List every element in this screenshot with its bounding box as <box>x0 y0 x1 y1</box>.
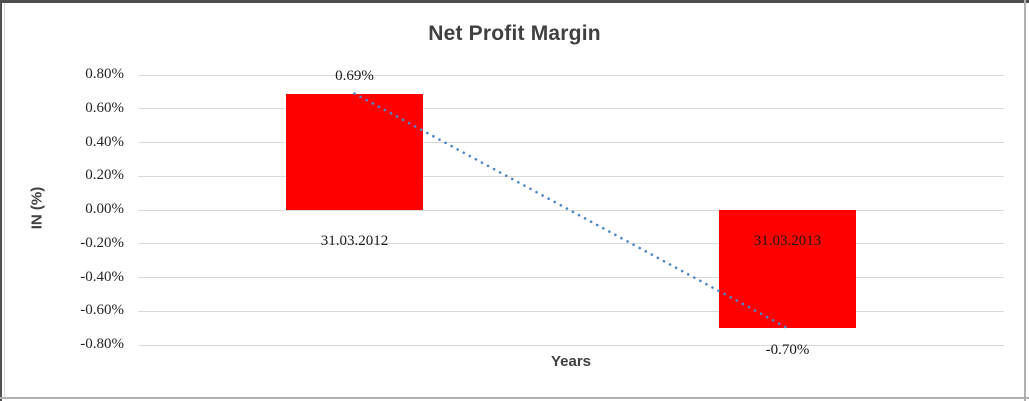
y-tick-label: -0.80% <box>80 336 124 352</box>
y-tick-label: -0.60% <box>80 302 124 319</box>
frame-right-border <box>1024 0 1026 401</box>
chart-area-left-border <box>4 3 5 397</box>
data-label: 0.69% <box>335 67 374 84</box>
y-tick-label: 0.20% <box>85 167 124 184</box>
gridline <box>138 344 1004 346</box>
y-tick-label: 0.60% <box>85 99 124 116</box>
y-tick-label: -0.20% <box>80 234 124 251</box>
category-label: 31.03.2012 <box>320 233 389 249</box>
bar-31.03.2012 <box>286 93 423 210</box>
gridline <box>138 108 1004 110</box>
gridline <box>138 310 1004 312</box>
data-label: -0.70% <box>765 342 810 359</box>
frame-top-border <box>0 0 1029 3</box>
frame-bottom-border <box>0 397 1029 399</box>
gridline <box>138 277 1004 278</box>
x-axis-title: Years <box>550 353 592 370</box>
gridline <box>138 175 1004 177</box>
gridline <box>138 243 1004 245</box>
frame-left-border <box>0 0 2 401</box>
category-label: 31.03.2013 <box>753 233 822 249</box>
gridline <box>138 74 1004 76</box>
gridline <box>138 209 1004 211</box>
gridline <box>138 142 1004 143</box>
chart-title: Net Profit Margin <box>428 22 601 45</box>
y-tick-label: -0.40% <box>80 268 124 285</box>
y-tick-label: 0.00% <box>85 201 124 217</box>
bar-31.03.2013 <box>719 210 856 329</box>
y-tick-label: 0.80% <box>85 66 124 82</box>
y-tick-label: 0.40% <box>85 133 124 150</box>
